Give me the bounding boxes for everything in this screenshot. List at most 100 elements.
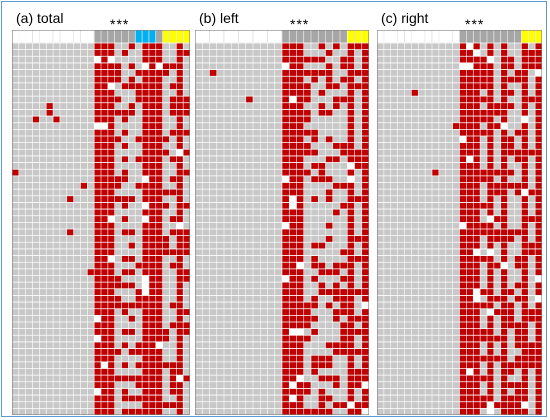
header-cell [39, 30, 47, 44]
grid-cell [195, 302, 203, 309]
grid-cell [311, 162, 319, 170]
grid-cell [114, 255, 122, 263]
grid-cell [39, 175, 47, 183]
grid-cell [507, 395, 515, 402]
grid-cell [59, 175, 67, 183]
grid-cell [224, 189, 232, 196]
grid-cell [487, 189, 494, 196]
grid-cell [500, 388, 508, 396]
grid-cell [135, 195, 143, 203]
grid-cell [135, 56, 143, 63]
header-cell [390, 30, 398, 44]
grid-cell [432, 215, 439, 223]
grid-cell [452, 155, 460, 163]
grid-cell [452, 341, 460, 349]
grid-cell [354, 295, 362, 303]
grid-cell [274, 43, 282, 50]
grid-cell [354, 375, 362, 382]
grid-cell [418, 222, 426, 229]
grid-cell [46, 56, 54, 63]
grid-cell [224, 49, 232, 57]
grid-cell [347, 308, 355, 316]
header-cell [73, 30, 81, 44]
grid-cell [411, 395, 419, 402]
grid-cell [195, 388, 203, 396]
grid-cell [361, 248, 369, 256]
grid-cell [107, 129, 115, 136]
grid-cell [12, 62, 19, 70]
grid-cell [169, 202, 177, 210]
grid-cell [500, 401, 508, 409]
grid-cell [514, 136, 522, 143]
grid-cell [148, 235, 156, 243]
grid-cell [245, 43, 253, 50]
grid-cell [332, 102, 340, 110]
grid-cell [155, 375, 163, 382]
grid-cell [377, 248, 384, 256]
grid-cell [473, 315, 481, 322]
grid-cell [25, 182, 33, 190]
grid-cell [325, 395, 333, 402]
grid-cell [73, 82, 81, 90]
grid-cell [445, 235, 453, 243]
grid-cell [73, 288, 81, 296]
grid-cell [142, 248, 149, 256]
grid-cell [73, 255, 81, 263]
grid-cell [216, 242, 224, 249]
grid-cell [39, 308, 47, 316]
grid-cell [12, 136, 19, 143]
grid-cell [390, 209, 398, 216]
grid-cell [445, 275, 453, 283]
grid-cell [128, 408, 136, 415]
grid-cell [274, 169, 282, 176]
grid-cell [289, 355, 297, 362]
grid-cell [383, 195, 391, 203]
panel-title: (a) total [16, 10, 64, 26]
grid-cell [332, 355, 340, 362]
grid-cell [473, 222, 481, 229]
grid-cell [121, 149, 129, 156]
grid-cell [169, 255, 177, 263]
grid-cell [361, 129, 369, 136]
grid-cell [107, 408, 115, 415]
grid-cell [231, 255, 239, 263]
header-cell [411, 30, 419, 44]
grid-cell [135, 255, 143, 263]
grid-cell [332, 341, 340, 349]
grid-cell [245, 102, 253, 110]
grid-cell [418, 255, 426, 263]
grid-cell [80, 328, 88, 336]
grid-cell [390, 136, 398, 143]
grid-cell [114, 109, 122, 117]
grid-cell [535, 375, 542, 382]
grid-cell [425, 315, 432, 322]
grid-cell [432, 209, 439, 216]
grid-cell [260, 155, 268, 163]
grid-cell [267, 375, 275, 382]
grid-cell [260, 195, 268, 203]
grid-cell [94, 328, 101, 336]
grid-cell [473, 182, 481, 190]
grid-cell [253, 401, 261, 409]
grid-cell [274, 182, 282, 190]
grid-cell [231, 96, 239, 103]
grid-cell [18, 76, 26, 83]
grid-cell [473, 56, 481, 63]
grid-cell [209, 355, 217, 362]
grid-cell [107, 89, 115, 97]
grid-cell [325, 175, 333, 183]
grid-cell [521, 361, 529, 369]
grid-cell [507, 361, 515, 369]
grid-cell [53, 209, 60, 216]
grid-cell [66, 282, 74, 289]
grid-cell [135, 288, 143, 296]
grid-cell [162, 215, 170, 223]
grid-cell [438, 136, 446, 143]
grid-cell [452, 162, 460, 170]
grid-cell [128, 322, 136, 329]
grid-cell [296, 381, 304, 389]
grid-cell [404, 341, 412, 349]
grid-cell [267, 43, 275, 50]
grid-cell [195, 408, 203, 415]
header-cell [347, 30, 355, 44]
